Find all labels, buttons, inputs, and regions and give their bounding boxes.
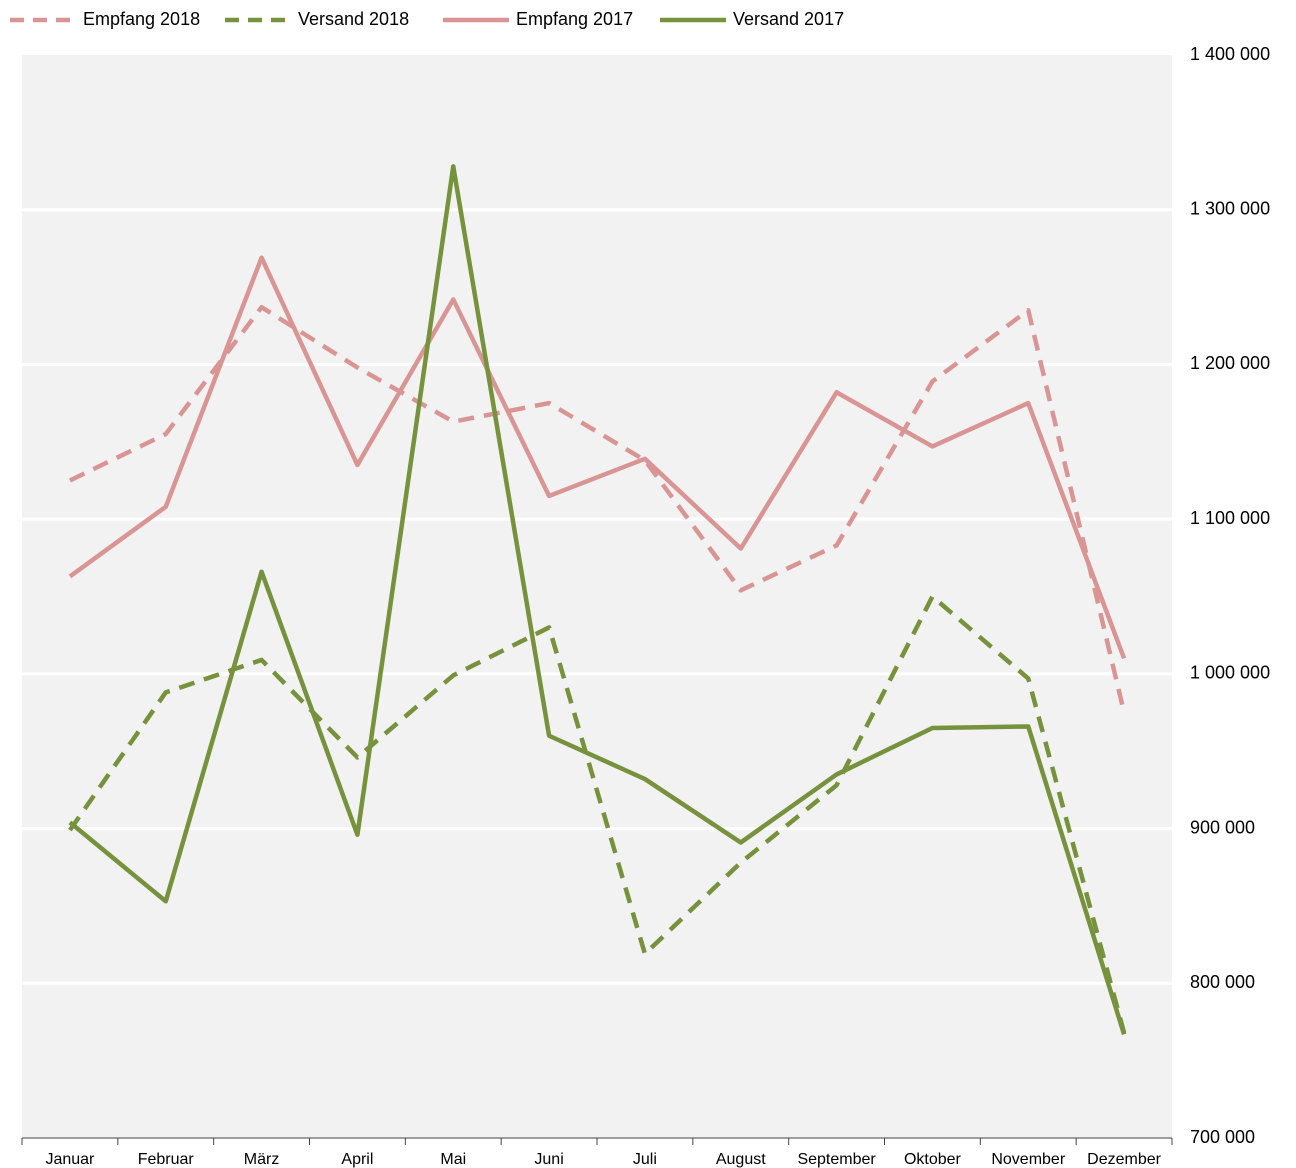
y-tick-label: 800 000 xyxy=(1190,972,1255,992)
x-tick-label: Oktober xyxy=(904,1151,962,1168)
y-tick-label: 900 000 xyxy=(1190,817,1255,837)
x-tick-label: September xyxy=(797,1151,876,1168)
x-tick-label: Juni xyxy=(534,1151,563,1168)
x-tick-label: November xyxy=(991,1151,1065,1168)
y-tick-label: 1 200 000 xyxy=(1190,353,1270,373)
x-tick-label: März xyxy=(244,1151,280,1168)
y-tick-label: 1 000 000 xyxy=(1190,663,1270,683)
x-tick-label: Dezember xyxy=(1087,1151,1161,1168)
series-line xyxy=(68,304,1127,714)
legend-label: Versand 2017 xyxy=(733,9,844,29)
series-line xyxy=(68,255,1127,660)
x-tick-label: Juli xyxy=(633,1151,657,1168)
y-tick-label: 1 300 000 xyxy=(1190,198,1270,218)
x-tick-label: Januar xyxy=(45,1151,95,1168)
x-tick-label: April xyxy=(341,1151,373,1168)
y-tick-label: 700 000 xyxy=(1190,1127,1255,1147)
x-tick-label: Mai xyxy=(440,1151,466,1168)
legend-label: Empfang 2017 xyxy=(516,9,633,29)
series-line xyxy=(68,164,1127,1036)
x-tick-label: Februar xyxy=(138,1151,195,1168)
series-line xyxy=(68,594,1127,1034)
y-tick-label: 1 400 000 xyxy=(1190,44,1270,64)
x-tick-label: August xyxy=(716,1151,766,1168)
legend-label: Versand 2018 xyxy=(298,9,409,29)
legend-label: Empfang 2018 xyxy=(83,9,200,29)
plot-area xyxy=(22,55,1172,1138)
y-tick-label: 1 100 000 xyxy=(1190,508,1270,528)
